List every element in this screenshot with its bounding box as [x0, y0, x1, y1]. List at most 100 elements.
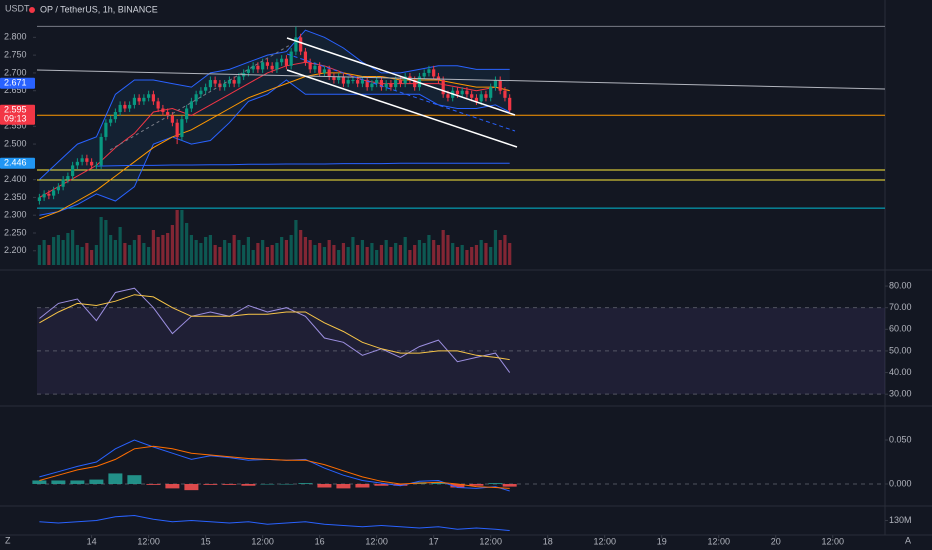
volume-bar: [132, 240, 136, 265]
volume-bar: [151, 230, 155, 265]
volume-bar: [322, 247, 327, 265]
y-tick-label: 2.200: [4, 245, 27, 255]
left-icon[interactable]: Z: [5, 535, 11, 545]
volume-bar: [237, 240, 241, 265]
candle-body: [199, 90, 203, 95]
y-tick-label: 70.00: [889, 302, 912, 312]
histogram-bar: [317, 483, 332, 488]
candle-body: [394, 80, 398, 88]
candle-body: [166, 112, 170, 116]
volume-bar: [427, 235, 431, 265]
histogram-bar: [260, 483, 275, 485]
volume-bar: [80, 247, 84, 265]
histogram-bar: [51, 480, 66, 484]
candle-body: [170, 115, 174, 123]
volume-bar: [94, 245, 98, 265]
candle-body: [441, 80, 445, 95]
volume-bar: [341, 243, 346, 265]
histogram-bar: [70, 480, 85, 484]
candle-body: [337, 76, 341, 81]
volume-bar: [256, 243, 260, 265]
volume-bar: [489, 247, 493, 265]
volume-bar: [389, 247, 393, 265]
currency-label: USDT: [5, 3, 30, 13]
trend-line: [109, 44, 291, 151]
volume-bar: [156, 237, 160, 265]
x-tick-label: 15: [201, 536, 211, 546]
candle-body: [294, 37, 298, 52]
volume-bar: [275, 243, 279, 265]
x-tick-label: 12:00: [593, 536, 616, 546]
volume-bar: [261, 240, 265, 265]
candle-body: [403, 76, 407, 84]
price-tag: [0, 157, 35, 169]
volume-bar: [208, 235, 213, 265]
candle-body: [261, 62, 265, 70]
x-tick-label: 20: [771, 536, 781, 546]
volume-bar: [218, 247, 222, 265]
indicator-line: [96, 162, 510, 167]
candle-body: [379, 80, 384, 88]
candle-body: [194, 94, 198, 102]
volume-bar: [313, 245, 317, 265]
candle-body: [460, 90, 464, 95]
volume-bar: [113, 240, 117, 265]
candle-body: [204, 87, 208, 91]
indicator-line: [39, 445, 510, 489]
x-tick-label: 12:00: [251, 536, 274, 546]
y-tick-label: 2.300: [4, 210, 27, 220]
volume-bar: [432, 240, 436, 265]
volume-bar: [474, 245, 479, 265]
volume-bar: [185, 223, 189, 265]
candle-body: [56, 186, 60, 191]
x-tick-label: 12:00: [479, 536, 502, 546]
histogram-bar: [127, 475, 142, 484]
y-tick-label: 60.00: [889, 324, 912, 334]
candle-body: [142, 97, 146, 102]
histogram-bar: [108, 473, 123, 484]
symbol-title[interactable]: OP / TetherUS, 1h, BINANCE: [40, 4, 158, 14]
candle-body: [61, 179, 65, 187]
y-tick-label: 2.350: [4, 192, 27, 202]
volume-bar: [460, 245, 464, 265]
histogram-bar: [89, 479, 104, 484]
candle-body: [318, 65, 322, 73]
candle-body: [180, 119, 184, 137]
volume-bar: [123, 243, 127, 265]
volume-bar: [251, 250, 255, 265]
volume-bar: [137, 235, 141, 265]
candle-body: [118, 104, 122, 113]
histogram-bar: [279, 483, 294, 485]
candle-body: [422, 72, 426, 77]
candle-body: [327, 69, 331, 77]
candle-body: [417, 76, 422, 88]
volume-bar: [246, 237, 251, 265]
volume-bar: [422, 243, 426, 265]
countdown-label: 09:13: [4, 114, 27, 124]
volume-bar: [394, 243, 398, 265]
candle-body: [427, 69, 431, 73]
volume-bar: [479, 240, 483, 265]
indicator-line: [39, 72, 510, 220]
indicator-line: [39, 514, 510, 531]
candle-body: [365, 80, 369, 88]
volume-bar: [379, 245, 384, 265]
y-tick-label: 0.000: [889, 478, 912, 488]
candle-body: [47, 193, 51, 196]
y-tick-label: 2.800: [4, 32, 27, 42]
candle-body: [341, 76, 346, 84]
volume-bar: [470, 247, 474, 265]
candle-body: [109, 119, 113, 123]
volume-bar: [337, 250, 341, 265]
candle-body: [227, 80, 232, 84]
volume-bar: [213, 245, 217, 265]
volume-bar: [441, 230, 445, 265]
volume-bar: [227, 243, 232, 265]
candle-body: [308, 62, 312, 70]
right-icon[interactable]: A: [905, 535, 911, 545]
histogram-bar: [488, 483, 503, 484]
volume-bar: [308, 240, 312, 265]
volume-bar: [484, 243, 488, 265]
volume-bar: [85, 243, 89, 265]
